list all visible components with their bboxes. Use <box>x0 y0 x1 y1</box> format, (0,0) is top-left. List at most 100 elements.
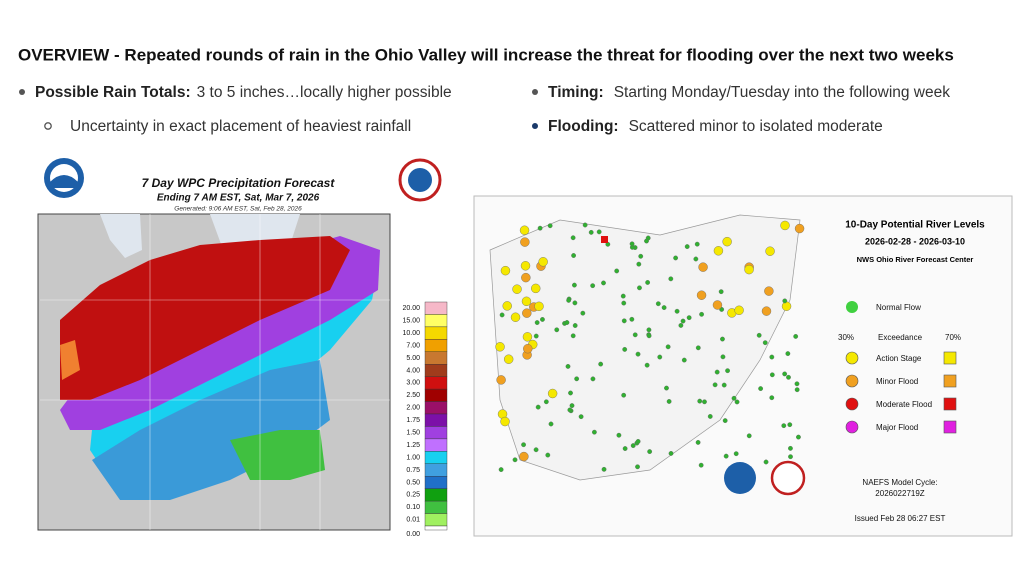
gauge-point <box>616 432 622 438</box>
gauge-point <box>756 332 762 338</box>
scale-label: 2.50 <box>406 392 420 399</box>
gauge-point <box>574 376 580 382</box>
gauge-point <box>578 414 584 420</box>
gauge-point <box>668 276 674 282</box>
scale-label: 5.00 <box>406 355 420 362</box>
gauge-point <box>702 399 707 405</box>
gauge-point <box>510 312 521 322</box>
scale-cell <box>424 339 448 352</box>
legend-header: Exceedance <box>878 333 923 342</box>
gauge-point <box>540 317 545 322</box>
gauge-point <box>534 301 544 312</box>
bullet-label: Possible Rain Totals: <box>35 84 191 101</box>
bullet <box>19 89 25 95</box>
gauge-point <box>699 311 704 317</box>
gauge-point <box>500 416 510 427</box>
gauge-point <box>758 386 764 392</box>
gauge-point <box>533 447 539 453</box>
gauge-point <box>543 399 549 405</box>
gauge-point <box>572 282 577 288</box>
gauge-point <box>647 449 653 455</box>
legend-header: 30% <box>838 333 854 342</box>
gauge-point <box>548 421 554 427</box>
gauge-point <box>590 283 596 289</box>
gauge-point <box>697 398 703 404</box>
gauge-point <box>718 289 724 295</box>
gauge-point <box>499 312 505 318</box>
gauge-point <box>661 305 667 310</box>
gauge-point <box>720 336 725 342</box>
legend-symbol <box>943 374 957 388</box>
gauge-point <box>769 354 775 360</box>
gauge-point <box>537 225 543 231</box>
gauge-point <box>707 414 713 419</box>
scale-cell <box>424 438 448 452</box>
gauge-point <box>786 374 791 380</box>
gauge-point <box>495 342 505 352</box>
gauge-point <box>519 451 529 462</box>
scale-cell <box>424 525 448 531</box>
model-cycle: 2026022719Z <box>875 489 924 498</box>
scale-cell <box>424 500 448 514</box>
gauge-point <box>591 429 597 435</box>
scale-cell <box>424 301 448 315</box>
issued: Issued Feb 28 06:27 EST <box>855 514 946 523</box>
gauge-point <box>601 236 608 243</box>
gauge-point <box>538 257 548 267</box>
gauge-point <box>630 443 636 449</box>
map-title: 10-Day Potential River Levels <box>845 220 985 231</box>
gauge-point <box>567 407 573 413</box>
gauge-point <box>684 244 690 249</box>
gauge-point <box>665 344 671 350</box>
legend-label: Minor Flood <box>876 377 918 386</box>
gauge-point <box>622 347 628 352</box>
gauge-point <box>794 387 800 393</box>
scale-cell <box>424 426 448 440</box>
gauge-point <box>522 308 532 318</box>
bullet-text: Timing: Starting Monday/Tuesday into the … <box>548 84 950 101</box>
gauge-point <box>796 434 801 440</box>
map-subtitle: Ending 7 AM EST, Sat, Mar 7, 2026 <box>157 193 320 204</box>
model-label: NAEFS Model Cycle: <box>862 478 937 487</box>
gauge-point <box>636 261 642 267</box>
gauge-point <box>635 464 640 470</box>
gauge-point <box>519 225 530 235</box>
legend-symbol <box>943 397 957 411</box>
gauge-point <box>598 361 604 367</box>
gauge-point <box>564 320 570 325</box>
gauge-point <box>674 308 680 314</box>
scale-cell <box>424 413 448 427</box>
gauge-point <box>571 253 577 258</box>
scale-label: 1.50 <box>406 430 420 437</box>
gauge-point <box>721 382 727 388</box>
gauge-point <box>520 261 531 271</box>
gauge-point <box>547 223 553 229</box>
scale-label: 0.25 <box>406 492 420 499</box>
gauge-point <box>714 369 720 375</box>
gauge-point <box>666 399 672 404</box>
gauge-point <box>637 285 642 291</box>
gauge-point <box>761 306 772 316</box>
nws-logo <box>770 460 806 496</box>
legend-symbol <box>845 420 859 434</box>
scale-label: 10.00 <box>402 330 420 337</box>
noaa-logo <box>724 462 756 494</box>
scale-cell <box>424 463 448 477</box>
gauge-point <box>764 286 774 296</box>
gauge-point <box>531 283 541 294</box>
gauge-point <box>635 351 641 357</box>
bullet-text: Possible Rain Totals: 3 to 5 inches…local… <box>35 84 452 101</box>
gauge-point <box>769 395 775 401</box>
river-map: 10-Day Potential River Levels 2026-02-28… <box>473 195 1013 537</box>
map-dates: 2026-02-28 - 2026-03-10 <box>865 236 965 246</box>
gauge-point <box>686 315 692 321</box>
map-generated: Generated: 9:06 AM EST, Sat, Feb 28, 202… <box>174 206 302 213</box>
gauge-point <box>500 265 511 276</box>
gauge-point <box>620 293 626 299</box>
gauge-point <box>668 451 674 456</box>
gauge-point <box>601 280 606 286</box>
gauge-point <box>794 381 800 387</box>
gauge-point <box>565 363 571 369</box>
scale-cell <box>424 388 448 402</box>
